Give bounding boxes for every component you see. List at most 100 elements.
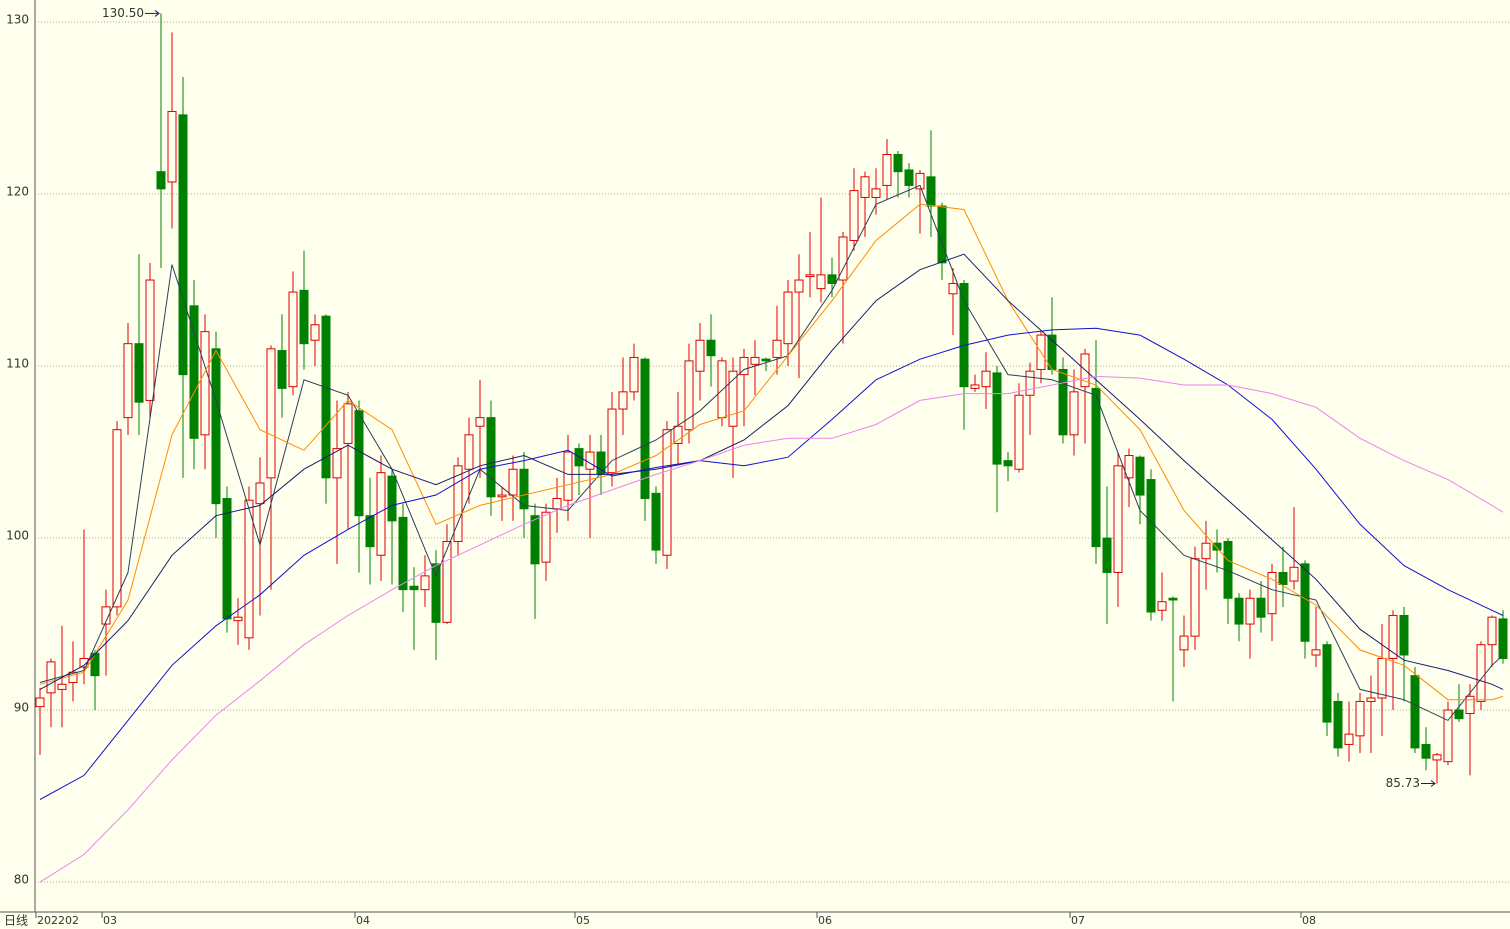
candle-body xyxy=(673,425,683,444)
candle-body xyxy=(695,339,705,372)
candle-body xyxy=(167,110,177,183)
candle-body xyxy=(541,511,551,563)
candle-body xyxy=(398,516,408,591)
candle-body xyxy=(486,417,496,498)
candle-body xyxy=(552,497,562,510)
candle-body xyxy=(57,683,67,690)
candle-body xyxy=(156,171,166,190)
candle-body xyxy=(728,370,738,427)
candle-body xyxy=(882,153,892,186)
candle-body xyxy=(1190,558,1200,637)
candle-body xyxy=(1212,542,1222,551)
candle-body xyxy=(288,291,298,388)
candle-body xyxy=(145,279,155,401)
candle-body xyxy=(915,172,925,190)
candle-body xyxy=(332,448,342,479)
candle-body xyxy=(1135,456,1145,496)
candle-body xyxy=(519,468,529,510)
candle-body xyxy=(871,188,881,198)
candle-body xyxy=(1333,700,1343,749)
y-tick-label: 100 xyxy=(6,529,29,543)
candle-body xyxy=(1014,394,1024,470)
candle-body xyxy=(1432,754,1442,761)
candle-body xyxy=(1025,370,1035,396)
moving-average-line xyxy=(39,327,1504,800)
candle-body xyxy=(178,114,188,376)
candle-body xyxy=(1487,616,1497,646)
candle-body xyxy=(530,515,540,565)
candle-body xyxy=(860,176,870,198)
candle-body xyxy=(1069,391,1079,436)
candle-body xyxy=(563,451,573,501)
candle-body xyxy=(244,499,254,639)
candle-body xyxy=(1058,368,1068,436)
moving-average-line xyxy=(39,203,1504,701)
candle-body xyxy=(992,372,1002,465)
annotation-arrowhead xyxy=(1430,780,1436,787)
candle-body xyxy=(1454,709,1464,720)
candle-body xyxy=(1465,695,1475,714)
candle-body xyxy=(794,279,804,293)
candle-body xyxy=(189,305,199,439)
candle-body xyxy=(1421,743,1431,759)
candle-body xyxy=(442,540,452,623)
candle-body xyxy=(816,274,826,290)
candle-body xyxy=(981,370,991,388)
candle-body xyxy=(805,274,815,278)
candle-body xyxy=(1278,571,1288,585)
candle-body xyxy=(684,360,694,431)
x-tick-label: 202202 xyxy=(37,914,79,927)
candle-body xyxy=(827,274,837,284)
candle-body xyxy=(1366,697,1376,702)
moving-average-line xyxy=(39,375,1504,883)
candle-body xyxy=(706,339,716,357)
candle-body xyxy=(420,575,430,591)
candle-body xyxy=(134,343,144,403)
candle-body xyxy=(607,408,617,474)
candle-body xyxy=(409,585,419,591)
candle-body xyxy=(1388,614,1398,659)
candle-body xyxy=(1003,460,1013,467)
candle-body xyxy=(783,291,793,345)
candle-body xyxy=(1223,540,1233,599)
candle-body xyxy=(1300,563,1310,642)
candle-body xyxy=(68,671,78,684)
candle-body xyxy=(1322,644,1332,723)
candle-body xyxy=(717,360,727,419)
candle-body xyxy=(101,606,111,625)
candle-body xyxy=(1377,657,1387,699)
candle-body xyxy=(1102,537,1112,573)
candle-body xyxy=(354,410,364,517)
candle-body xyxy=(497,494,507,498)
x-tick-label: 07 xyxy=(1071,914,1085,927)
candle-body xyxy=(1410,675,1420,749)
y-tick-label: 80 xyxy=(14,873,29,887)
x-tick-label: 03 xyxy=(103,914,117,927)
candle-body xyxy=(629,356,639,393)
candle-body xyxy=(387,475,397,522)
candle-body xyxy=(739,356,749,376)
candle-body xyxy=(255,482,265,505)
candle-body xyxy=(662,429,672,556)
candle-body xyxy=(233,616,243,622)
candle-body xyxy=(1256,597,1266,618)
y-tick-label: 120 xyxy=(6,185,29,199)
candle-body xyxy=(1168,597,1178,601)
candle-body xyxy=(266,348,276,479)
x-tick-label: 08 xyxy=(1302,914,1316,927)
candle-body xyxy=(1311,649,1321,656)
candle-body xyxy=(750,356,760,365)
candle-body xyxy=(948,282,958,295)
x-tick-label: 06 xyxy=(818,914,832,927)
candle-body xyxy=(200,331,210,436)
candle-body xyxy=(1146,479,1156,613)
candle-body xyxy=(618,391,628,410)
candle-body xyxy=(1091,387,1101,548)
candle-body xyxy=(222,497,232,620)
candle-body xyxy=(1157,601,1167,611)
candle-body xyxy=(1355,700,1365,737)
candle-body xyxy=(365,515,375,548)
candle-body xyxy=(1124,454,1134,479)
candle-body xyxy=(1443,709,1453,763)
